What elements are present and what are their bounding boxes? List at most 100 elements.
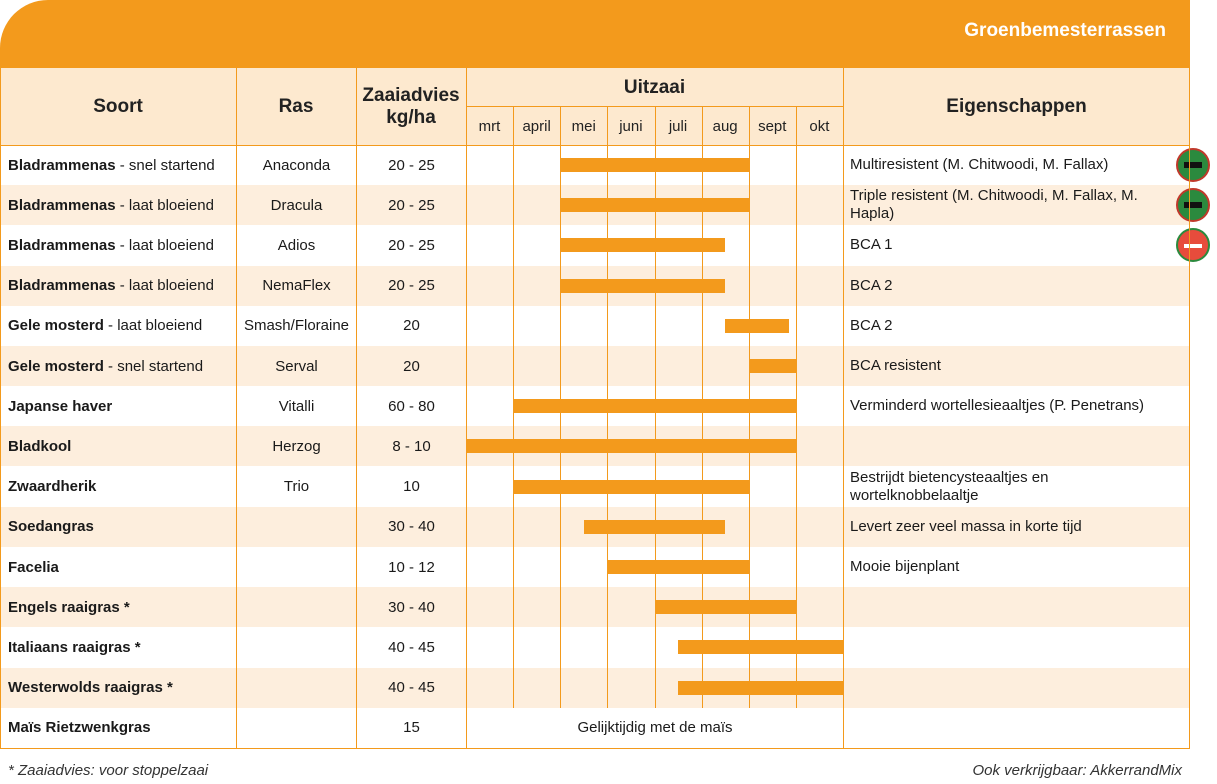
ras-cell: Adios: [277, 236, 316, 254]
soort-name: Engels raaigras *: [8, 598, 130, 616]
zaaiadvies-cell: 20 - 25: [388, 196, 435, 214]
soort-cell: Gele mosterd - laat bloeiend: [8, 306, 234, 346]
nematode-logo-icon: [1176, 188, 1210, 223]
eigenschappen-cell: Multiresistent (M. Chitwoodi, M. Fallax): [850, 156, 1109, 173]
footnote: * Zaaiadvies: voor stoppelzaai: [8, 762, 209, 779]
month-divider: [560, 106, 562, 708]
table-row: Gele mosterd - snel startend Serval 20 BCA …: [0, 346, 1190, 386]
month-divider: [607, 106, 609, 708]
soort-cell: Italiaans raaigras *: [8, 627, 234, 667]
sowing-period-bar: [607, 560, 749, 574]
soort-name: Facelia: [8, 558, 59, 576]
availability-note: Ook verkrijgbaar: AkkerrandMix: [972, 762, 1182, 779]
ras-cell: NemaFlex: [262, 277, 331, 295]
soort-cell: Bladrammenas - laat bloeiend: [8, 185, 234, 225]
zaaiadvies-cell: 20 - 25: [388, 277, 435, 295]
col-header-eigenschappen: Eigenschappen: [946, 95, 1087, 117]
ras-cell: [237, 547, 356, 587]
soort-cell: Facelia: [8, 547, 234, 587]
soort-cell: Engels raaigras *: [8, 587, 234, 627]
table-row: Gele mosterd - laat bloeiend Smash/Florai…: [0, 306, 1190, 346]
table-row: Engels raaigras * 30 - 40: [0, 587, 1190, 628]
month-label: mrt: [478, 118, 501, 135]
zaaiadvies-cell: 20: [403, 317, 420, 335]
soort-cell: Zwaardherik: [8, 467, 234, 507]
sowing-period-bar: [513, 479, 749, 494]
soort-name: Soedangras: [8, 518, 94, 536]
ras-cell: Anaconda: [262, 156, 331, 174]
table-bottom-line: [0, 748, 1190, 749]
header-bottom-line: [0, 145, 1190, 146]
title-banner: Groenbemesterrassen: [0, 0, 1190, 68]
month-divider: [795, 106, 797, 708]
eigenschappen-cell: BCA resistent: [850, 357, 941, 374]
soort-name: Bladrammenas: [8, 277, 116, 295]
soort-cell: Japanse haver: [8, 386, 234, 426]
page-title: Groenbemesterrassen: [964, 20, 1166, 41]
soort-suffix: - laat bloeiend: [103, 317, 203, 335]
eigenschappen-cell: Triple resistent (M. Chitwoodi, M. Falla…: [850, 187, 1138, 223]
ras-cell: [237, 507, 356, 547]
col-header-soort: Soort: [93, 95, 143, 117]
zaaiadvies-cell: 10 - 12: [388, 558, 435, 576]
zaaiadvies-cell: 20 - 25: [388, 156, 435, 174]
column-divider: [1189, 68, 1190, 748]
eigenschappen-cell: [850, 627, 1180, 667]
sowing-note: Gelijktijdig met de maïs: [577, 718, 733, 736]
column-divider: [843, 68, 844, 748]
column-divider: [236, 68, 237, 748]
sowing-period-bar: [725, 318, 789, 333]
month-label: juli: [668, 118, 688, 135]
eigenschappen-cell: BCA 2: [850, 276, 893, 294]
table-row: Soedangras 30 - 40 Levert zeer veel massa …: [0, 506, 1190, 547]
soort-cell: Bladrammenas - laat bloeiend: [8, 266, 234, 306]
month-label: juni: [619, 118, 643, 135]
column-divider: [0, 68, 1, 748]
zaaiadvies-cell: 30 - 40: [388, 598, 435, 616]
eigenschappen-cell: BCA 1: [850, 236, 893, 254]
zaaiadvies-cell: 20 - 25: [388, 236, 435, 254]
table-row: Maïs Rietzwenkgras 15 Gelijktijdig met de …: [0, 708, 1190, 748]
nematode-logo-icon: [1176, 148, 1210, 182]
eigenschappen-cell: [850, 426, 1180, 466]
soort-cell: Soedangras: [8, 507, 234, 547]
bca-logo-icon: [1176, 228, 1210, 263]
soort-cell: Bladrammenas - snel startend: [8, 145, 234, 185]
eigenschappen-cell: BCA 2: [850, 316, 893, 334]
soort-cell: Westerwolds raaigras *: [8, 668, 234, 708]
uitzaai-divider: [466, 106, 843, 107]
soort-cell: Bladkool: [8, 426, 234, 466]
soort-name: Maïs Rietzwenkgras: [8, 719, 151, 737]
table-row: Bladrammenas - laat bloeiend Dracula 20 - …: [0, 185, 1210, 226]
ras-cell: [237, 708, 356, 748]
soort-suffix: - laat bloeiend: [115, 277, 214, 295]
soort-name: Zwaardherik: [8, 478, 97, 496]
soort-cell: Bladrammenas - laat bloeiend: [8, 225, 234, 265]
soort-cell: Maïs Rietzwenkgras: [8, 708, 234, 748]
ras-cell: [237, 668, 356, 708]
soort-name: Westerwolds raaigras *: [8, 679, 173, 697]
eigenschappen-cell: Verminderd wortellesieaaltjes (P. Penetr…: [850, 397, 1145, 415]
soort-name: Bladkool: [8, 437, 72, 455]
soort-suffix: - laat bloeiend: [115, 196, 214, 214]
month-label: okt: [809, 118, 830, 135]
eigenschappen-cell: Bestrijdt bietencysteaaltjes en wortelkn…: [850, 468, 1049, 504]
table-row: Bladkool Herzog 8 - 10: [0, 426, 1190, 467]
month-divider: [513, 106, 515, 708]
ras-cell: [237, 627, 356, 667]
eigenschappen-cell: [850, 708, 1180, 748]
soort-name: Bladrammenas: [8, 156, 116, 174]
ras-cell: Smash/Floraine: [243, 317, 350, 335]
table-row: Bladrammenas - laat bloeiend NemaFlex 20 -…: [0, 265, 1190, 306]
ras-cell: Trio: [283, 478, 310, 496]
ras-cell: [237, 587, 356, 627]
zaaiadvies-cell: 30 - 40: [388, 518, 435, 536]
zaaiadvies-cell: 40 - 45: [388, 679, 435, 697]
sowing-period-bar: [560, 278, 726, 293]
table-row: Westerwolds raaigras * 40 - 45: [0, 667, 1190, 708]
table-row: Japanse haver Vitalli 60 - 80 Verminderd wo…: [0, 386, 1190, 426]
column-divider: [356, 68, 357, 748]
eigenschappen-cell: [850, 668, 1180, 708]
col-header-ras: Ras: [278, 95, 314, 117]
sowing-period-bar: [466, 439, 796, 454]
